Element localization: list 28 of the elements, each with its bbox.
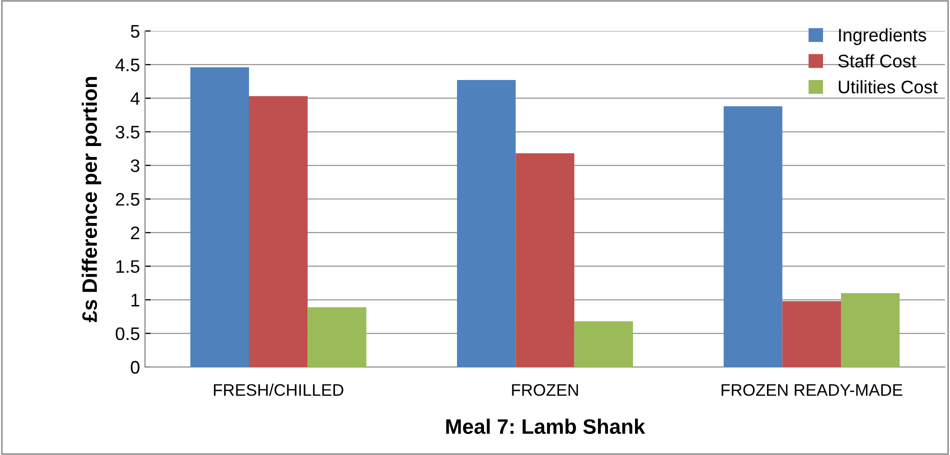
y-axis-title: £s Difference per portion <box>82 76 102 322</box>
legend-label: Ingredients <box>839 28 926 46</box>
y-tick-label: 1 <box>131 294 140 306</box>
y-tick-label: 0.5 <box>116 327 140 340</box>
bar <box>841 293 900 367</box>
y-tick-label: 0 <box>130 360 140 374</box>
x-tick-label: FROZEN READY-MADE <box>722 384 902 396</box>
bar <box>308 307 366 367</box>
bar <box>724 106 782 367</box>
y-tick-label: 3.5 <box>116 126 140 139</box>
legend-label: Staff Cost <box>838 54 916 68</box>
bar <box>190 67 249 367</box>
y-tick-label: 3 <box>130 159 140 172</box>
x-tick-label: FROZEN <box>512 384 578 396</box>
bar <box>249 96 308 367</box>
x-axis-title: Meal 7: Lamb Shank <box>446 418 646 434</box>
bar <box>574 321 633 367</box>
x-tick-label: FRESH/CHILLED <box>214 384 344 396</box>
y-tick-label: 4 <box>130 92 140 105</box>
y-tick-label: 2 <box>131 226 140 240</box>
y-tick-label: 2.5 <box>116 192 140 206</box>
bar <box>782 301 841 367</box>
bar <box>457 80 516 367</box>
bar <box>516 153 574 367</box>
legend-label: Utilities Cost <box>838 80 938 94</box>
y-tick-label: 4.5 <box>115 58 140 72</box>
y-tick-label: 5 <box>130 25 140 38</box>
y-tick-label: 1.5 <box>116 260 140 273</box>
